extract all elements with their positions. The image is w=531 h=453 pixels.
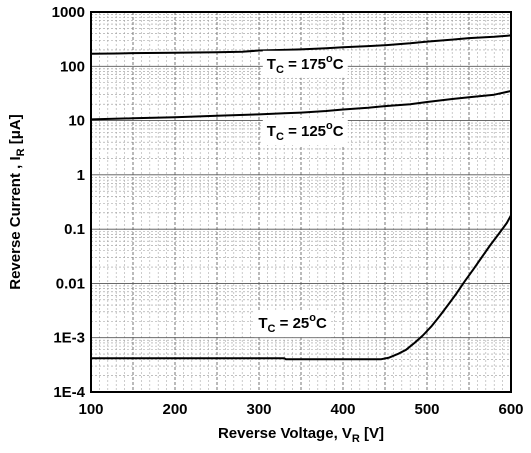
annotation-subscript: C xyxy=(276,64,284,76)
x-tick-label: 200 xyxy=(162,401,187,418)
annotation-subscript: C xyxy=(276,131,284,143)
annotation-value: = 125 xyxy=(284,123,326,140)
y-tick-label: 1E-3 xyxy=(53,330,85,347)
annotation-unit: C xyxy=(316,315,327,332)
y-axis-label-main: Reverse Current , I xyxy=(7,156,24,289)
annotation-value: = 25 xyxy=(275,315,309,332)
y-tick-label: 0.01 xyxy=(56,275,85,292)
annotation-label: TC = 25oC xyxy=(254,310,331,337)
x-axis-label-unit: [V] xyxy=(360,425,384,442)
annotation-unit: C xyxy=(333,123,344,140)
y-axis-label-subscript: R xyxy=(15,148,27,156)
y-axis-label-unit: [μA] xyxy=(7,114,24,148)
y-tick-label: 0.1 xyxy=(64,221,85,238)
annotation-main: T xyxy=(267,123,276,140)
x-tick-label: 400 xyxy=(330,401,355,418)
y-tick-label: 1 xyxy=(77,167,85,184)
x-axis-label-main: Reverse Voltage, V xyxy=(218,425,352,442)
annotation-label: TC = 175oC xyxy=(263,51,348,78)
y-tick-label: 100 xyxy=(60,58,85,75)
annotation-value: = 175 xyxy=(284,56,326,73)
annotation-subscript: C xyxy=(268,323,276,335)
x-tick-label: 300 xyxy=(246,401,271,418)
annotation-unit: C xyxy=(333,56,344,73)
annotation-label: TC = 125oC xyxy=(263,118,348,145)
y-tick-label: 10 xyxy=(68,113,85,130)
annotation-main: T xyxy=(258,315,267,332)
x-tick-label: 500 xyxy=(414,401,439,418)
x-tick-label: 100 xyxy=(78,401,103,418)
x-tick-label: 600 xyxy=(498,401,523,418)
y-tick-label: 1E-4 xyxy=(53,384,85,401)
annotation-main: T xyxy=(267,56,276,73)
x-axis-label-subscript: R xyxy=(352,433,360,445)
y-tick-label: 1000 xyxy=(52,4,85,21)
